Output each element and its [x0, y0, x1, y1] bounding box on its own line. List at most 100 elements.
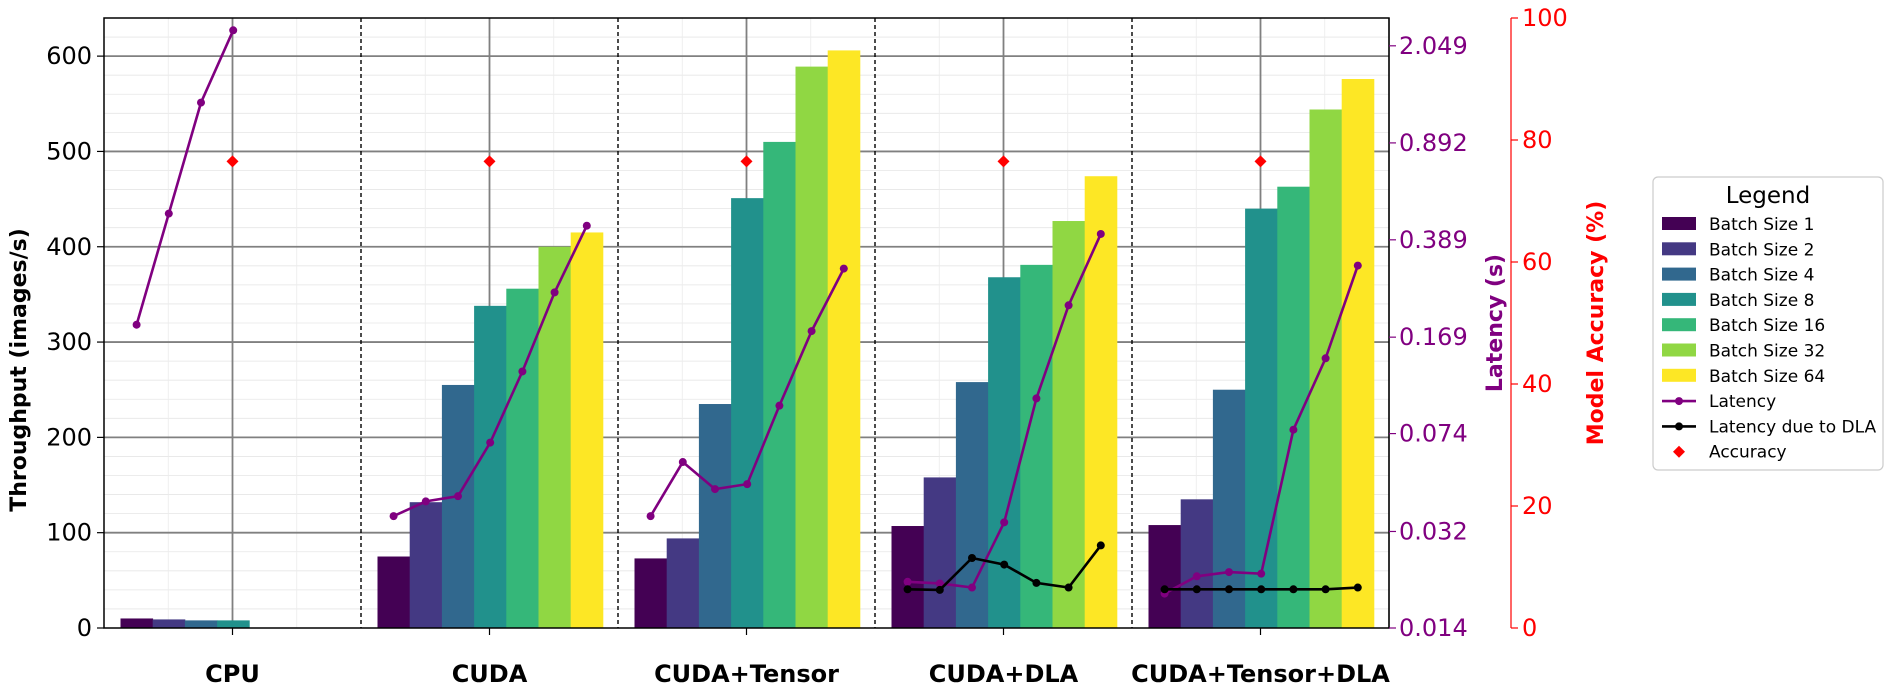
- latency-point: [903, 577, 912, 586]
- legend-swatch: [1662, 368, 1696, 382]
- bar: [1084, 176, 1118, 628]
- legend-marker-accuracy: [1673, 445, 1685, 458]
- accuracy-markers: [226, 155, 1267, 168]
- y-tick-label: 300: [46, 328, 92, 356]
- bar: [1020, 264, 1053, 628]
- latency-point: [518, 367, 527, 376]
- latency-dla-point: [1160, 585, 1169, 594]
- latency-point: [164, 209, 173, 218]
- bar: [666, 538, 700, 628]
- bar: [538, 246, 572, 628]
- bar: [377, 556, 411, 628]
- y-axis-title-accuracy: Model Accuracy (%): [1584, 201, 1609, 446]
- latency-dla-point: [903, 585, 912, 594]
- bar: [570, 232, 604, 628]
- bar: [763, 141, 796, 628]
- legend-marker-latency: [1675, 397, 1683, 406]
- latency-point: [775, 401, 784, 410]
- bar: [184, 620, 218, 628]
- legend: Legend Batch Size 1 Batch Size 2 Batch Siz…: [1652, 176, 1884, 471]
- latency-tick-label: 0.169: [1399, 323, 1468, 351]
- accuracy-marker: [483, 155, 496, 168]
- legend-entry-label: Batch Size 2: [1709, 240, 1814, 260]
- latency-dla-point: [1192, 585, 1201, 594]
- latency-point: [486, 438, 495, 447]
- y-axis-title-throughput: Throughput (images/s): [7, 228, 32, 512]
- legend-swatch: [1662, 217, 1696, 230]
- accuracy-tick-label: 60: [1522, 248, 1553, 276]
- accuracy-marker: [740, 155, 753, 168]
- accuracy-tick-label: 80: [1522, 126, 1553, 154]
- legend-entry-label: Latency: [1709, 392, 1776, 412]
- latency-dla-point: [1225, 585, 1233, 594]
- legend-title: Legend: [1726, 183, 1811, 209]
- x-tick-label: CUDA: [452, 660, 528, 688]
- y-tick-label: 400: [46, 233, 92, 261]
- bar: [923, 477, 957, 628]
- bar: [891, 526, 925, 628]
- group-separators: [360, 18, 1133, 628]
- legend-entry-label: Batch Size 32: [1709, 342, 1825, 362]
- latency-tick-label: 0.032: [1399, 517, 1468, 545]
- latency-point: [454, 492, 462, 501]
- latency-point: [1096, 229, 1105, 238]
- latency-point: [839, 264, 848, 273]
- legend-swatch: [1662, 343, 1696, 357]
- y-tick-label: 600: [46, 42, 92, 70]
- latency-dla-point: [1064, 583, 1073, 592]
- latency-point: [678, 458, 687, 467]
- bar: [120, 618, 154, 628]
- legend-swatch: [1662, 292, 1696, 306]
- latency-point: [1257, 569, 1266, 578]
- latency-point: [389, 512, 398, 521]
- legend-entry-label: Batch Size 4: [1709, 266, 1814, 286]
- legend-entry-label: Latency due to DLA: [1709, 417, 1876, 437]
- accuracy-marker: [997, 155, 1010, 168]
- legend-marker-dla: [1675, 422, 1683, 431]
- latency-lines: [132, 26, 1362, 598]
- latency-point: [1000, 518, 1009, 527]
- latency-point: [1032, 394, 1041, 403]
- latency-point: [1353, 261, 1362, 270]
- latency-tick-label: 0.014: [1399, 614, 1468, 642]
- bar: [409, 502, 443, 628]
- x-tick-label: CUDA+Tensor+DLA: [1131, 660, 1390, 688]
- latency-dla-point: [1032, 578, 1041, 587]
- accuracy-tick-label: 100: [1522, 4, 1568, 32]
- accuracy-tick-label: 0: [1522, 614, 1537, 642]
- latency-point: [935, 579, 944, 588]
- latency-dla-point: [1096, 541, 1105, 550]
- x-tick-label: CPU: [205, 660, 260, 688]
- legend-entry-label: Batch Size 1: [1709, 215, 1814, 235]
- latency-point: [646, 512, 655, 521]
- bar: [1180, 499, 1214, 628]
- bar: [1277, 186, 1310, 628]
- legend-entry-label: Batch Size 16: [1709, 316, 1825, 336]
- latency-dla-point: [1289, 585, 1298, 594]
- bar: [441, 384, 475, 628]
- latency-point: [1225, 568, 1233, 577]
- bar: [152, 619, 186, 628]
- y-tick-label: 100: [46, 519, 92, 547]
- bar: [731, 198, 764, 628]
- latency-point: [968, 583, 976, 592]
- bar: [1052, 221, 1086, 628]
- latency-tick-label: 2.049: [1399, 32, 1468, 60]
- latency-point: [1064, 301, 1073, 310]
- y-tick-label: 500: [46, 137, 92, 165]
- legend-swatch: [1662, 267, 1696, 281]
- bar: [634, 558, 668, 628]
- x-tick-label: CUDA+DLA: [929, 660, 1079, 688]
- latency-point: [582, 221, 591, 230]
- latency-point: [132, 320, 141, 329]
- latency-tick-label: 0.074: [1399, 420, 1468, 448]
- latency-point: [421, 497, 430, 506]
- y-axis-title-latency: Latency (s): [1483, 254, 1508, 392]
- latency-point: [1321, 354, 1330, 363]
- legend-frame: [1652, 176, 1884, 471]
- bar: [217, 620, 250, 628]
- latency-point: [711, 485, 719, 494]
- accuracy-marker: [1254, 155, 1267, 168]
